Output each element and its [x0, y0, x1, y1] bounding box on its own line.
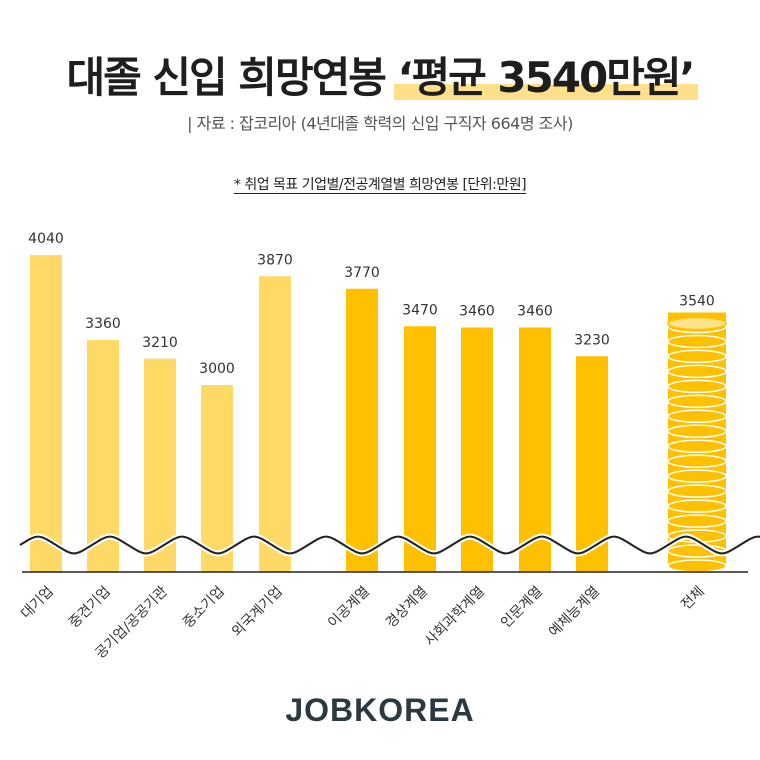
data-label: 3770 [344, 265, 380, 281]
category-label: 인문계열 [498, 584, 546, 632]
data-label: 3460 [459, 304, 495, 320]
coin-top [667, 316, 727, 331]
bar [201, 385, 233, 572]
category-label: 중견기업 [66, 584, 114, 632]
data-label: 3870 [257, 252, 293, 268]
data-label: 3230 [574, 332, 610, 348]
bar [404, 326, 436, 572]
bar [259, 276, 291, 572]
coin [667, 349, 727, 364]
axis-break-line [19, 535, 760, 555]
coin [667, 559, 727, 573]
coin [667, 514, 727, 528]
category-label: 대기업 [18, 584, 57, 623]
coin [667, 394, 727, 409]
category-label: 경상계열 [383, 584, 431, 632]
coin [667, 484, 727, 498]
data-label: 3470 [402, 302, 438, 318]
coin [667, 454, 727, 468]
bar [461, 327, 493, 572]
category-label: 전체 [678, 584, 708, 614]
page-title: 대졸 신입 희망연봉 ‘평균 3540만원’ [66, 44, 696, 105]
coin [667, 424, 727, 439]
title-highlight: ‘평균 3540만원’ [397, 53, 696, 102]
coin [667, 334, 727, 349]
unit-note: * 취업 목표 기업별/전공계열별 희망연봉 [단위:만원] [0, 174, 760, 194]
category-label: 예체능계열 [546, 584, 603, 641]
data-label: 3000 [199, 361, 235, 377]
bar [519, 327, 551, 572]
category-label: 사회과학계열 [422, 584, 488, 650]
coin [667, 379, 727, 394]
bar [576, 356, 608, 572]
coin [667, 364, 727, 379]
title-wrap: 대졸 신입 희망연봉 ‘평균 3540만원’ [0, 44, 760, 105]
bar [346, 288, 378, 572]
data-label: 3460 [517, 304, 553, 320]
category-label: 중소기업 [180, 584, 228, 632]
category-label: 이공계열 [325, 584, 373, 632]
bar [144, 358, 176, 572]
data-label: 4040 [28, 231, 64, 247]
bar [87, 340, 119, 572]
data-label: 3540 [679, 294, 715, 310]
unit-note-text: * 취업 목표 기업별/전공계열별 희망연봉 [단위:만원] [233, 177, 527, 193]
coin [667, 409, 727, 424]
data-label: 3360 [85, 316, 121, 332]
coin [667, 499, 727, 513]
coin [667, 439, 727, 453]
jobkorea-logo: JOBKOREA [285, 692, 475, 728]
source-note: | 자료 : 잡코리아 (4년대졸 학력의 신입 구직자 664명 조사) [187, 114, 573, 133]
category-label: 외국계기업 [229, 584, 286, 641]
bar [30, 255, 62, 572]
coin [667, 469, 727, 483]
data-label: 3210 [142, 335, 178, 351]
title-main: 대졸 신입 희망연봉 [66, 53, 398, 102]
